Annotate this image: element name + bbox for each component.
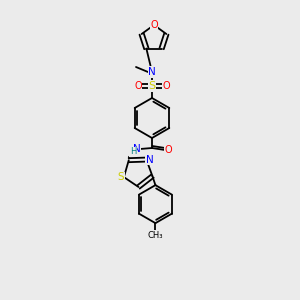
Text: H: H [130,148,136,157]
Text: N: N [133,144,141,154]
Text: S: S [148,81,156,91]
Text: S: S [118,172,124,182]
Text: CH₃: CH₃ [148,231,163,240]
Text: O: O [162,81,170,91]
Text: O: O [164,145,172,155]
Text: N: N [148,67,156,77]
Text: N: N [146,154,153,165]
Text: O: O [134,81,142,91]
Text: O: O [150,20,158,30]
